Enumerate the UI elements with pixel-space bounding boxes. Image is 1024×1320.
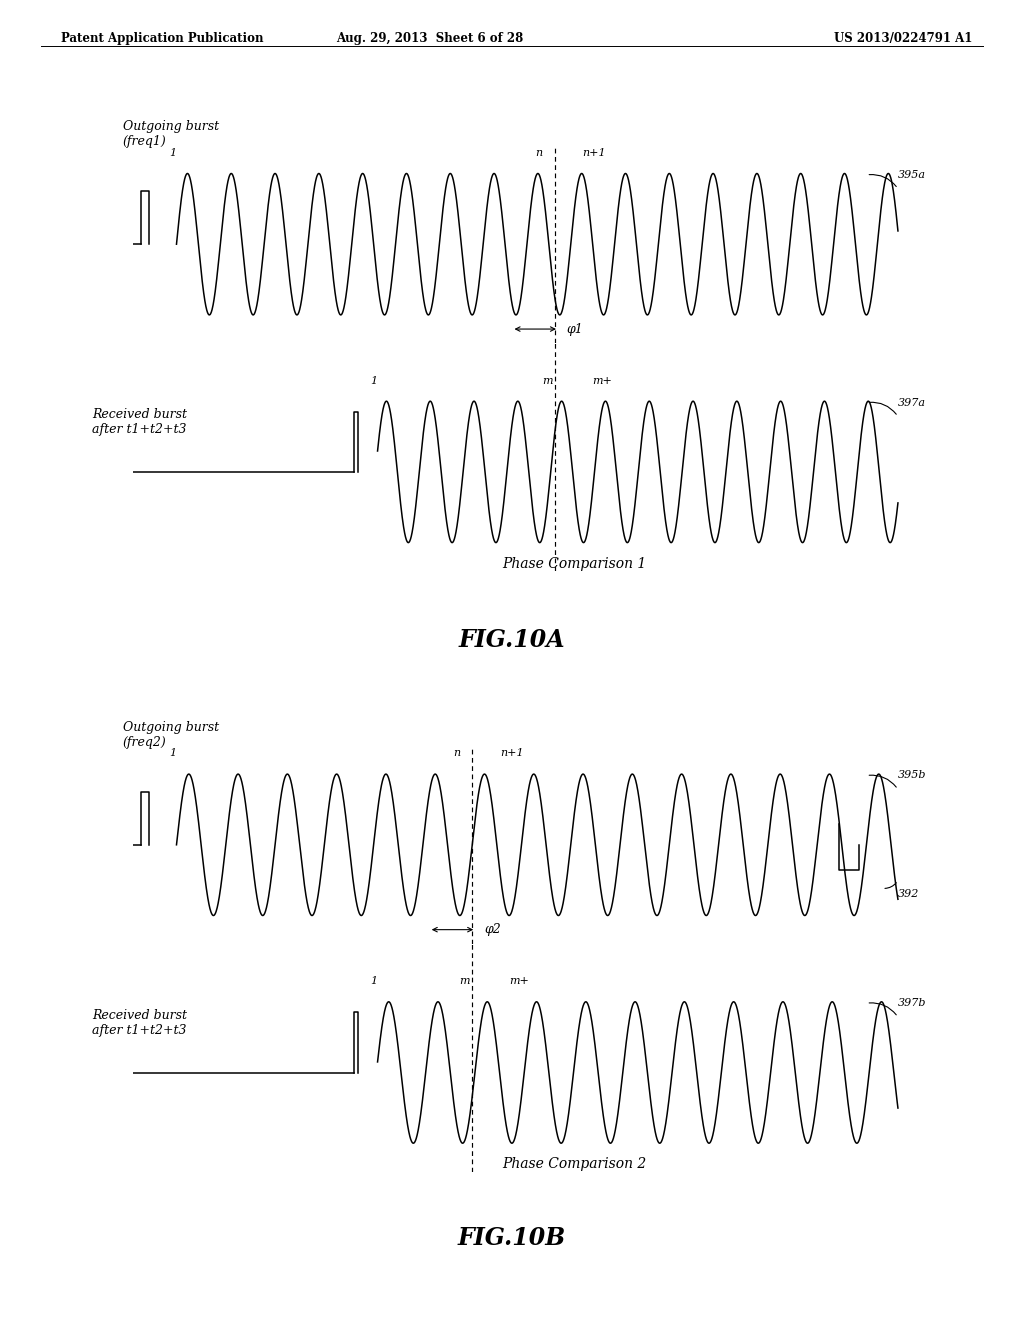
Text: n+1: n+1 (583, 148, 606, 158)
Text: n+1: n+1 (500, 748, 523, 759)
Text: Aug. 29, 2013  Sheet 6 of 28: Aug. 29, 2013 Sheet 6 of 28 (337, 32, 523, 45)
Text: φ2: φ2 (484, 923, 501, 936)
Text: 1: 1 (169, 148, 176, 158)
Text: Patent Application Publication: Patent Application Publication (61, 32, 264, 45)
Text: 395a: 395a (898, 170, 926, 180)
Text: 397b: 397b (898, 998, 927, 1008)
Text: Received burst
after t1+t2+t3: Received burst after t1+t2+t3 (92, 1008, 187, 1038)
Text: n: n (536, 148, 543, 158)
Text: 1: 1 (370, 375, 377, 385)
Text: Outgoing burst
(freq2): Outgoing burst (freq2) (123, 721, 219, 748)
Text: Phase Comparison 1: Phase Comparison 1 (503, 557, 647, 570)
Text: 395b: 395b (898, 771, 927, 780)
Text: 392: 392 (898, 890, 920, 899)
Text: Outgoing burst
(freq1): Outgoing burst (freq1) (123, 120, 219, 148)
Text: φ1: φ1 (567, 322, 584, 335)
Text: Phase Comparison 2: Phase Comparison 2 (503, 1158, 647, 1171)
Text: Received burst
after t1+t2+t3: Received burst after t1+t2+t3 (92, 408, 187, 437)
Text: FIG.10A: FIG.10A (459, 628, 565, 652)
Text: n: n (453, 748, 460, 759)
Text: 1: 1 (169, 748, 176, 759)
Text: m+: m+ (510, 975, 529, 986)
Text: FIG.10B: FIG.10B (458, 1226, 566, 1250)
Text: 397a: 397a (898, 397, 926, 408)
Text: m+: m+ (592, 375, 612, 385)
Text: m: m (542, 375, 552, 385)
Text: m: m (459, 975, 470, 986)
Text: US 2013/0224791 A1: US 2013/0224791 A1 (835, 32, 973, 45)
Text: 1: 1 (370, 975, 377, 986)
